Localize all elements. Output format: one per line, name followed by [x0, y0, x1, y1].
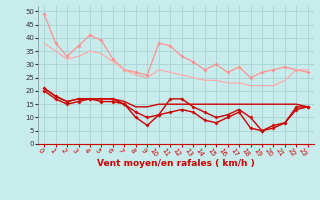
X-axis label: Vent moyen/en rafales ( km/h ): Vent moyen/en rafales ( km/h ) — [97, 159, 255, 168]
